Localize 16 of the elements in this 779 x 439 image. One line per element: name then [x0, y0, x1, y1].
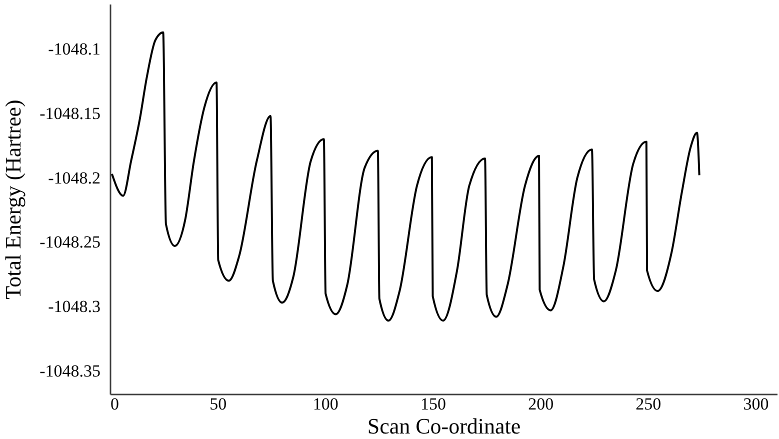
x-tick-label: 100: [312, 394, 338, 414]
x-tick-label: 250: [636, 394, 662, 414]
y-tick-label: -1048.2: [48, 168, 100, 188]
y-axis-title: Total Energy (Hartree): [0, 100, 26, 300]
x-tick-label: 300: [743, 394, 769, 414]
x-tick-label: 150: [420, 394, 446, 414]
line-series: [110, 31, 700, 322]
x-tick-label: 0: [110, 394, 119, 414]
y-tick-label: -1048.35: [40, 361, 100, 380]
x-tick-label: 50: [210, 394, 227, 414]
y-tick-label: -1048.3: [48, 296, 100, 316]
x-tick-label: 200: [528, 394, 554, 414]
y-tick-label: -1048.15: [40, 104, 100, 123]
x-axis-title: Scan Co-ordinate: [367, 414, 521, 438]
y-tick-label: -1048.1: [48, 40, 100, 59]
y-tick-label: -1048.25: [40, 232, 100, 252]
